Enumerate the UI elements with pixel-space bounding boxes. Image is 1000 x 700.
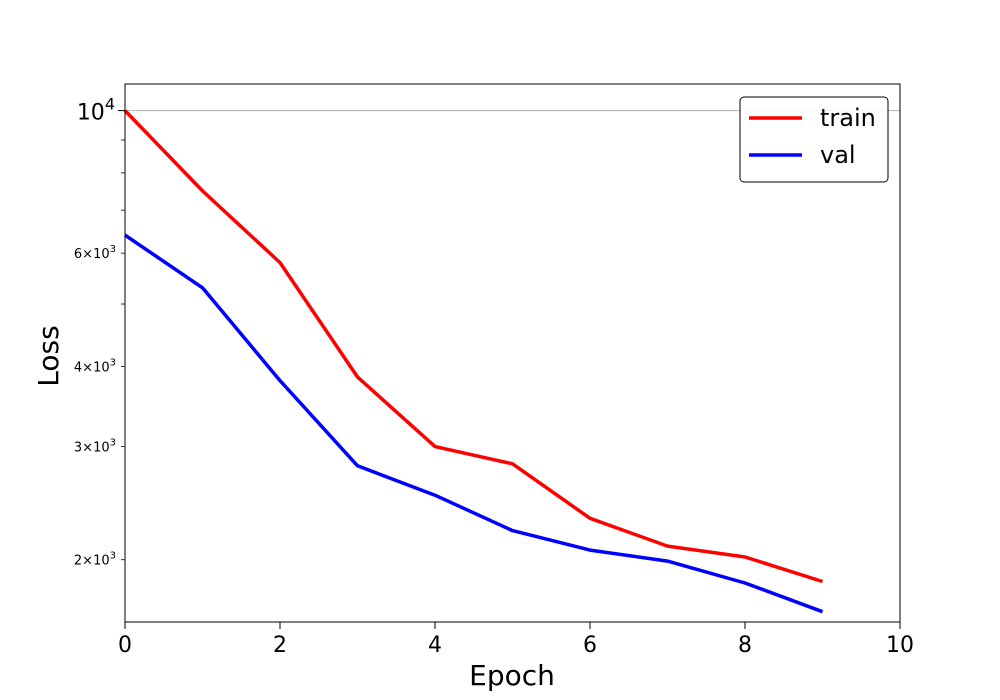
y-tick-label-times: × bbox=[82, 554, 93, 569]
y-tick-label-minor: 4×103 bbox=[74, 357, 116, 375]
y-tick-label-base: 10 bbox=[93, 247, 110, 262]
y-tick-label-exponent: 3 bbox=[110, 438, 116, 449]
y-tick-label-base: 10 bbox=[93, 360, 110, 375]
y-tick-label-base: 10 bbox=[93, 554, 110, 569]
y-tick-label-minor: 2×103 bbox=[74, 551, 116, 569]
x-tick-label: 0 bbox=[118, 633, 132, 658]
y-tick-label-mantissa: 4 bbox=[74, 360, 82, 375]
y-tick-label-base: 10 bbox=[77, 101, 105, 126]
series-line-val bbox=[124, 233, 824, 614]
y-tick-label-minor: 3×103 bbox=[74, 438, 116, 456]
x-axis-title: Epoch bbox=[469, 659, 555, 692]
x-tick-label: 10 bbox=[886, 633, 914, 658]
legend-label-val: val bbox=[820, 141, 856, 169]
y-tick-label-exponent: 3 bbox=[110, 357, 116, 368]
y-tick-label-minor: 6×103 bbox=[74, 244, 116, 262]
y-tick-label-exponent: 4 bbox=[105, 95, 115, 114]
legend-label-train: train bbox=[820, 104, 876, 132]
x-tick-label: 6 bbox=[583, 633, 597, 658]
y-axis-title: Loss bbox=[32, 325, 65, 386]
x-tick-label: 4 bbox=[428, 633, 442, 658]
y-tick-label-mantissa: 2 bbox=[74, 554, 82, 569]
y-tick-label-times: × bbox=[82, 247, 93, 262]
legend: train val bbox=[739, 96, 889, 183]
y-tick-label-exponent: 3 bbox=[110, 244, 116, 255]
series-line-train bbox=[123, 109, 824, 584]
y-tick-label-base: 10 bbox=[93, 441, 110, 456]
y-tick-label-major: 104 bbox=[77, 95, 115, 126]
x-tick-label: 8 bbox=[738, 633, 752, 658]
plot-frame bbox=[124, 83, 901, 623]
y-tick-label-mantissa: 6 bbox=[74, 247, 82, 262]
x-tick-label: 2 bbox=[273, 633, 287, 658]
series-lines bbox=[123, 109, 824, 614]
y-tick-label-times: × bbox=[82, 360, 93, 375]
y-tick-label-mantissa: 3 bbox=[74, 441, 82, 456]
y-tick-label-exponent: 3 bbox=[110, 551, 116, 562]
y-tick-label-times: × bbox=[82, 441, 93, 456]
